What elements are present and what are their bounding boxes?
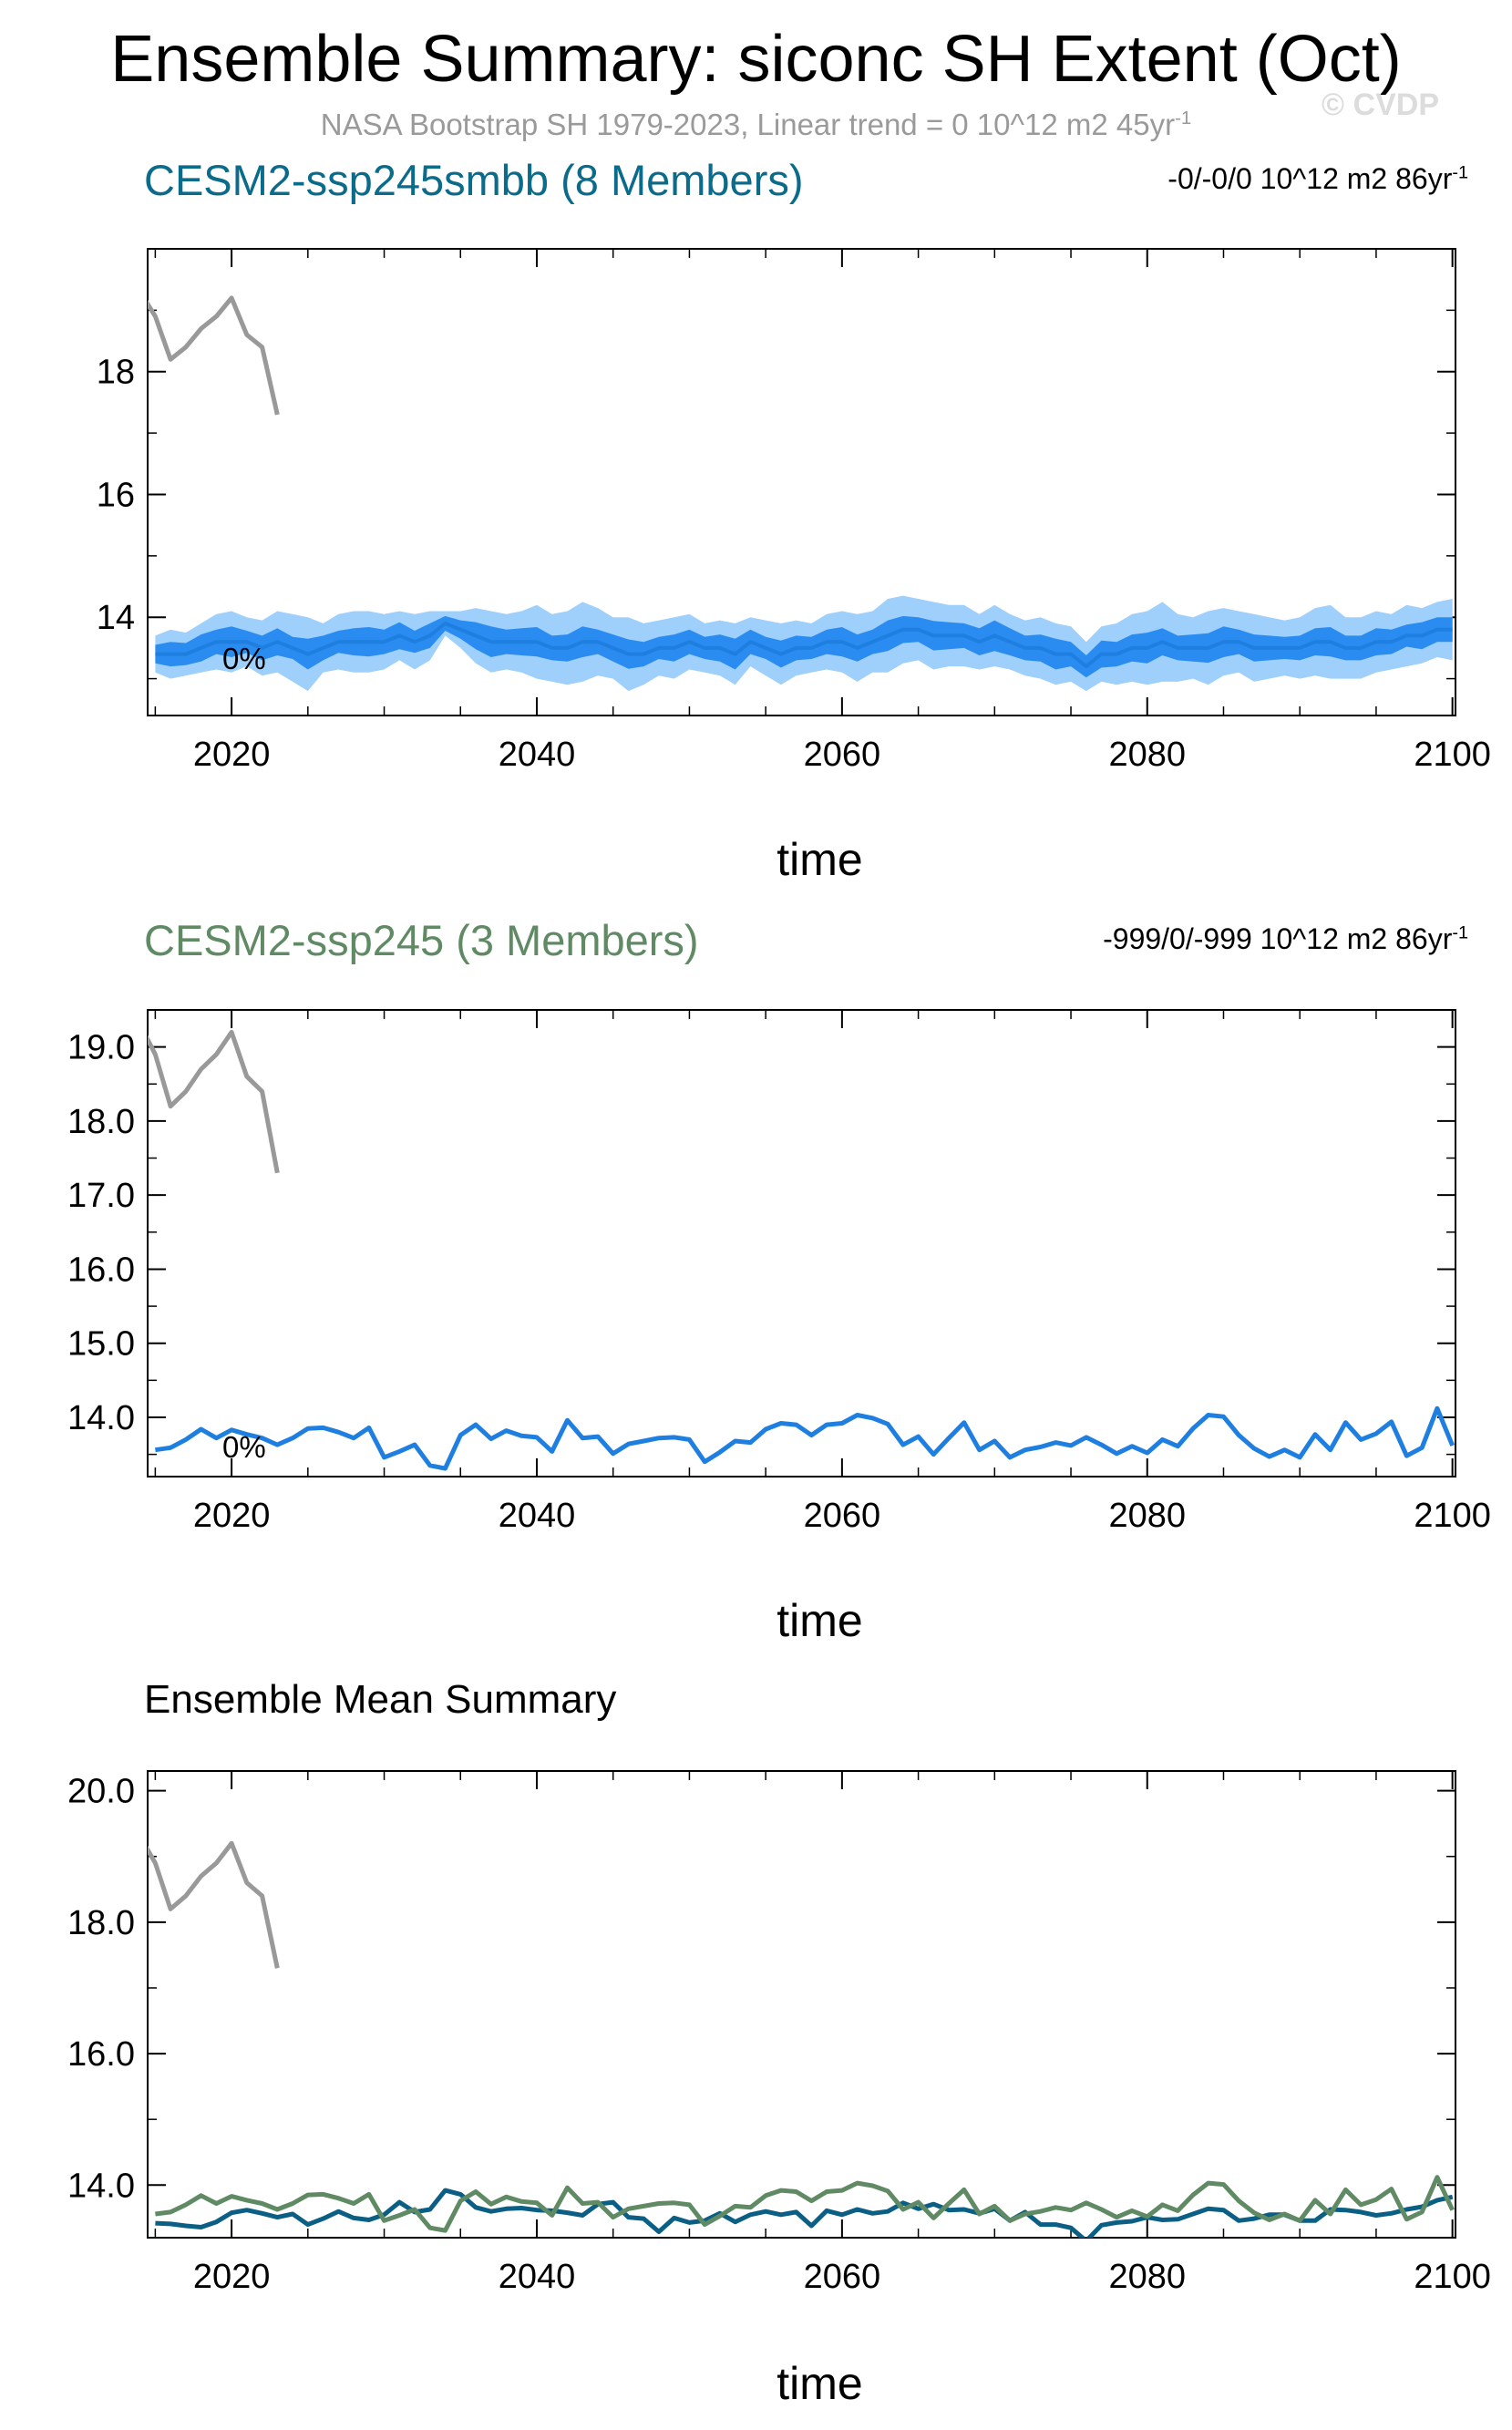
panel2-y-tick-label: 17.0	[67, 1177, 135, 1215]
watermark: © CVDP	[1322, 88, 1439, 122]
panel2-ensemble-mean-line	[155, 1405, 1455, 1471]
panel1-x-tick-label: 2080	[1108, 736, 1186, 774]
panel1-x-axis-label: time	[777, 834, 862, 885]
panel3-y-tick-label: 16.0	[67, 2035, 135, 2074]
panel2-x-tick-label: 2020	[193, 1497, 271, 1535]
panel2-x-tick-label: 2060	[804, 1497, 881, 1535]
panel1-plot-frame	[147, 248, 1456, 716]
panel1-y-tick-label: 18	[97, 354, 135, 392]
panel1-percent-annotation: 0%	[222, 642, 266, 675]
panel3-x-axis-label: time	[777, 2358, 862, 2409]
panel1-x-tick-label: 2020	[193, 736, 271, 774]
panel2-x-axis-label: time	[777, 1595, 862, 1646]
panel3-x-tick-label: 2020	[193, 2258, 271, 2296]
panel2-y-tick-label: 14.0	[67, 1399, 135, 1437]
panel3-title: Ensemble Mean Summary	[144, 1677, 617, 1722]
panel3-x-tick-label: 2060	[804, 2258, 881, 2296]
panel3-y-tick-label: 14.0	[67, 2167, 135, 2205]
panel3-observations-line	[148, 1840, 280, 1969]
panel1-x-tick-label: 2100	[1414, 736, 1491, 774]
panel3-y-tick-label: 20.0	[67, 1773, 135, 1811]
panel1-trend-sup: -1	[1452, 162, 1468, 183]
subtitle-sup: -1	[1175, 108, 1192, 129]
panel3-plot-frame	[147, 1770, 1456, 2239]
panel2-y-tick-label: 18.0	[67, 1103, 135, 1141]
panel1-y-tick-label: 16	[97, 476, 135, 514]
main-title: Ensemble Summary: siconc SH Extent (Oct)	[110, 23, 1402, 96]
subtitle: NASA Bootstrap SH 1979-2023, Linear tren…	[0, 108, 1512, 142]
panel1-x-tick-label: 2060	[804, 736, 881, 774]
panel3-y-tick-label: 18.0	[67, 1904, 135, 1942]
panel2-trend-sup: -1	[1452, 922, 1468, 943]
panel2-trend: -999/0/-999 10^12 m2 86yr-1	[1103, 922, 1468, 956]
panel1-title: CESM2-ssp245smbb (8 Members)	[144, 156, 804, 204]
panel2-percent-annotation: 0%	[222, 1430, 266, 1464]
panel3-x-tick-label: 2040	[499, 2258, 576, 2296]
panel3-series-line-2	[155, 2175, 1455, 2233]
panel2-plot-frame	[147, 1009, 1456, 1478]
panel2-trend-text: -999/0/-999 10^12 m2 86yr	[1103, 922, 1453, 955]
subtitle-text: NASA Bootstrap SH 1979-2023, Linear tren…	[320, 108, 1176, 141]
panel1-trend-text: -0/-0/0 10^12 m2 86yr	[1167, 162, 1453, 195]
panel1-y-tick-label: 14	[97, 599, 135, 637]
panel2-x-tick-label: 2100	[1414, 1497, 1491, 1535]
panel1-trend: -0/-0/0 10^12 m2 86yr-1	[1167, 162, 1468, 196]
panel2-x-tick-label: 2080	[1108, 1497, 1186, 1535]
panel2-y-tick-label: 19.0	[67, 1029, 135, 1067]
panel2-x-tick-label: 2040	[499, 1497, 576, 1535]
panel3-x-tick-label: 2080	[1108, 2258, 1186, 2296]
panel1-x-tick-label: 2040	[499, 736, 576, 774]
panel2-y-tick-label: 16.0	[67, 1251, 135, 1289]
panel2-y-tick-label: 15.0	[67, 1325, 135, 1364]
panel1-ensemble-mean-line	[155, 621, 1453, 669]
panel3-x-tick-label: 2100	[1414, 2258, 1491, 2296]
panel2-title: CESM2-ssp245 (3 Members)	[144, 916, 699, 964]
panel1-observations-line	[148, 295, 280, 416]
panel3-series-line-1	[155, 2188, 1454, 2238]
panel2-observations-line	[148, 1029, 280, 1174]
